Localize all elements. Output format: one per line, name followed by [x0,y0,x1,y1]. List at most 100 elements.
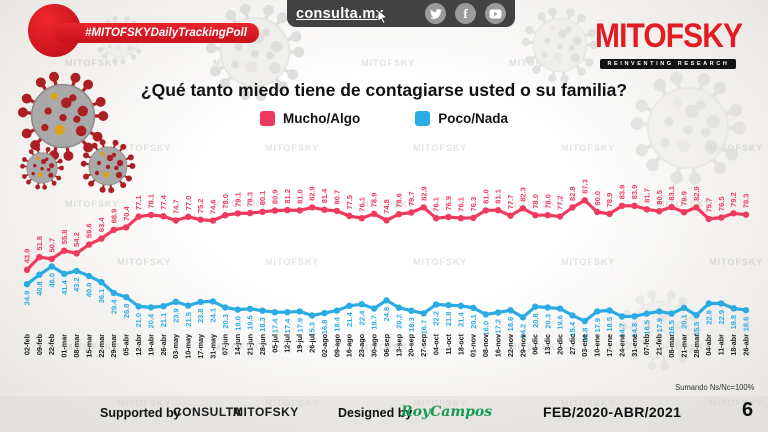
svg-text:82.3: 82.3 [519,187,528,202]
svg-text:29-nov: 29-nov [518,334,527,357]
designed-by-label: Designed by [338,406,413,420]
svg-text:81.0: 81.0 [295,189,304,204]
svg-text:09-ago: 09-ago [332,333,341,357]
svg-text:31-may: 31-may [208,334,217,359]
svg-text:46.0: 46.0 [47,273,56,288]
svg-text:16.5: 16.5 [667,320,676,335]
svg-text:17-may: 17-may [196,334,205,359]
svg-text:79.2: 79.2 [729,192,738,207]
svg-text:04-oct: 04-oct [432,333,441,355]
mitofsky-brand: MITOFSKY [233,405,299,419]
svg-text:10-ene: 10-ene [593,334,602,357]
svg-text:15.3: 15.3 [308,322,317,337]
svg-text:20.2: 20.2 [395,314,404,329]
svg-text:28-jun: 28-jun [258,334,267,355]
svg-text:10-may: 10-may [184,334,193,359]
svg-text:18.4: 18.4 [333,316,342,331]
blue-swatch-icon [415,111,431,126]
chart-note: Sumando Ns/Nc=100% [674,383,754,392]
footer: Supported by CONSULTA MITOFSKY Designed … [0,396,768,432]
svg-text:87.3: 87.3 [580,179,589,194]
svg-text:79.7: 79.7 [407,191,416,206]
svg-text:08-mar: 08-mar [72,334,81,358]
svg-text:77.1: 77.1 [134,195,143,210]
logo-wordmark: MITOFSKY [594,17,743,55]
svg-text:16-ago: 16-ago [345,333,354,357]
svg-text:20.8: 20.8 [531,313,540,328]
site-link[interactable]: consulta.mx [296,5,384,22]
svg-text:82.9: 82.9 [308,186,317,201]
svg-text:81.0: 81.0 [481,189,490,204]
svg-text:03-may: 03-may [171,334,180,359]
svg-text:77.2: 77.2 [556,195,565,210]
svg-text:63.4: 63.4 [97,217,106,232]
svg-text:26.8: 26.8 [122,304,131,319]
svg-text:18.6: 18.6 [506,317,515,332]
report-period: FEB/2020-ABR/2021 [543,404,682,420]
svg-text:76.3: 76.3 [469,197,478,212]
svg-text:24-ene: 24-ene [617,334,626,357]
svg-text:51.8: 51.8 [35,236,44,251]
svg-text:21.5: 21.5 [184,312,193,327]
svg-text:76.1: 76.1 [357,197,366,212]
svg-text:83.9: 83.9 [630,185,639,200]
youtube-icon[interactable] [485,3,506,24]
svg-text:34.9: 34.9 [23,291,32,306]
twitter-icon[interactable] [425,3,446,24]
svg-text:82.9: 82.9 [692,186,701,201]
svg-text:18.3: 18.3 [407,317,416,332]
svg-text:74.8: 74.8 [382,199,391,214]
svg-text:16.5: 16.5 [642,320,651,335]
svg-text:20-sep: 20-sep [407,333,416,356]
svg-text:01-nov: 01-nov [469,334,478,357]
svg-text:31-ene: 31-ene [630,334,639,357]
svg-text:27-sep: 27-sep [419,333,428,356]
svg-text:16.0: 16.0 [481,321,490,336]
svg-text:29-mar: 29-mar [109,334,118,358]
svg-text:78.0: 78.0 [221,194,230,209]
svg-text:21.1: 21.1 [159,313,168,328]
fear-trend-line-chart: 43.951.8 50.7 55.8 54.2 59.6 63.468.9 70.477.1… [22,179,750,359]
svg-text:76.1: 76.1 [432,197,441,212]
svg-text:17.9: 17.9 [593,318,602,333]
svg-text:20.3: 20.3 [221,314,230,329]
svg-text:80.0: 80.0 [593,191,602,206]
svg-text:75.7: 75.7 [704,198,713,213]
svg-text:21.8: 21.8 [444,312,453,327]
svg-text:81.1: 81.1 [494,189,503,204]
svg-text:78.9: 78.9 [605,193,614,208]
svg-text:17-ene: 17-ene [605,334,614,357]
svg-text:68.9: 68.9 [109,209,118,224]
svg-text:23-ago: 23-ago [357,333,366,357]
svg-text:22.4: 22.4 [357,310,366,325]
svg-text:14-jun: 14-jun [233,334,242,355]
svg-text:78.1: 78.1 [147,194,156,209]
svg-text:06-dic: 06-dic [531,334,540,355]
svg-text:80.7: 80.7 [333,190,342,205]
consulta-brand: CONSULTA [173,405,242,419]
hashtag-label: #MITOFSKYDailyTrackingPoll [55,23,259,43]
svg-text:21-feb: 21-feb [655,333,664,355]
svg-text:26-jul: 26-jul [308,334,317,353]
svg-text:15-mar: 15-mar [84,334,93,358]
svg-text:12-abr: 12-abr [134,334,143,356]
svg-text:17.4: 17.4 [283,318,292,333]
svg-text:11-oct: 11-oct [444,333,453,354]
svg-text:19.0: 19.0 [233,316,242,331]
svg-text:19.6: 19.6 [556,315,565,330]
red-swatch-icon [259,111,275,126]
cursor-icon [377,8,390,30]
svg-text:40.8: 40.8 [35,281,44,296]
facebook-icon[interactable]: f [455,3,476,24]
svg-text:78.6: 78.6 [395,193,404,208]
legend-label: Mucho/Algo [282,111,361,126]
svg-text:18.5: 18.5 [605,317,614,332]
svg-text:07-feb: 07-feb [642,333,651,355]
svg-text:70.4: 70.4 [122,205,131,220]
svg-text:23.9: 23.9 [171,308,180,323]
svg-text:02-feb: 02-feb [22,333,31,355]
svg-text:20.1: 20.1 [469,314,478,329]
svg-text:11-abr: 11-abr [717,334,726,355]
svg-text:82.8: 82.8 [568,186,577,201]
svg-text:20.3: 20.3 [543,314,552,329]
